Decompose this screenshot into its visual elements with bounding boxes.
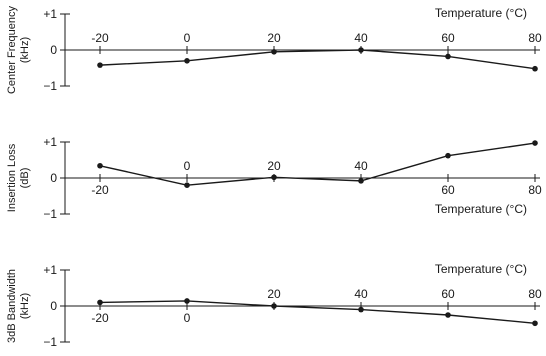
x-tick-label: 40: [354, 159, 368, 173]
x-tick-label: -20: [91, 311, 109, 325]
y-tick-label: 0: [50, 43, 57, 57]
y-tick-label: −1: [43, 207, 57, 221]
data-point: [358, 178, 364, 184]
x-axis-label: Temperature (°C): [435, 262, 527, 276]
series-line: [99, 49, 536, 70]
x-axis-label: Temperature (°C): [435, 202, 527, 216]
y-axis-label: 3dB Bandwidth: [6, 269, 18, 343]
x-tick-label: 40: [354, 287, 368, 301]
x-tick-label: 60: [441, 31, 455, 45]
series-line: [99, 142, 536, 186]
y-tick-label: 0: [50, 171, 57, 185]
data-point: [271, 49, 277, 55]
data-point: [184, 182, 190, 188]
x-tick-label: 20: [267, 159, 281, 173]
data-point: [271, 174, 277, 181]
data-point: [271, 303, 277, 309]
data-point: [532, 320, 538, 327]
data-point: [97, 162, 103, 169]
x-tick-label: 60: [441, 183, 455, 197]
y-tick-label: −1: [43, 79, 57, 93]
y-axis-label: (kHz): [19, 37, 31, 63]
y-tick-label: +1: [43, 263, 57, 277]
x-tick-label: 80: [528, 287, 542, 301]
x-tick-label: 0: [184, 311, 191, 325]
y-axis-label: Center Frequency: [6, 5, 18, 94]
data-point: [445, 312, 451, 318]
y-tick-label: +1: [43, 135, 57, 149]
x-tick-label: 60: [441, 287, 455, 301]
y-tick-label: +1: [43, 7, 57, 21]
y-tick-label: 0: [50, 299, 57, 313]
data-point: [184, 298, 190, 304]
y-axis-label: (kHz): [19, 293, 31, 319]
data-point: [445, 53, 451, 60]
x-tick-label: 80: [528, 183, 542, 197]
series-line: [99, 300, 536, 324]
data-point: [532, 65, 538, 72]
data-point: [358, 306, 364, 313]
y-axis-label: Insertion Loss: [6, 143, 18, 212]
data-point: [97, 299, 103, 306]
y-tick-label: −1: [43, 335, 57, 349]
x-tick-label: -20: [91, 31, 109, 45]
y-axis-label: (dB): [19, 168, 31, 189]
data-point: [532, 140, 538, 146]
x-axis-label: Temperature (°C): [435, 6, 527, 20]
x-tick-label: 80: [528, 31, 542, 45]
data-point: [358, 47, 364, 53]
x-tick-label: 20: [267, 287, 281, 301]
data-point: [97, 62, 103, 68]
x-tick-label: 0: [184, 31, 191, 45]
data-point: [184, 58, 190, 64]
x-tick-label: -20: [91, 183, 109, 197]
x-tick-label: 40: [354, 31, 368, 45]
x-tick-label: 0: [184, 159, 191, 173]
x-tick-label: 20: [267, 31, 281, 45]
data-point: [445, 152, 451, 159]
